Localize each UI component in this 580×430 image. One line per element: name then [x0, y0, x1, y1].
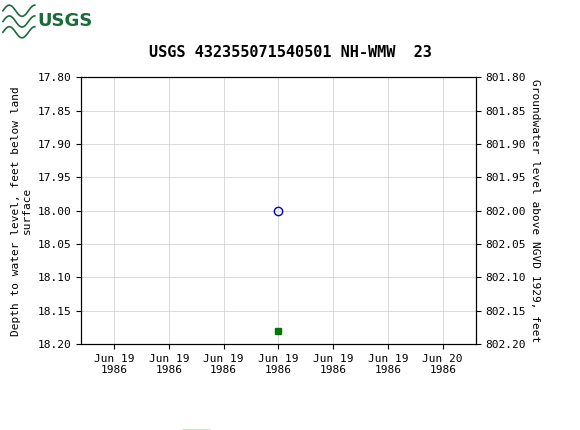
Legend: Period of approved data: Period of approved data — [178, 426, 379, 430]
Y-axis label: Groundwater level above NGVD 1929, feet: Groundwater level above NGVD 1929, feet — [530, 79, 540, 342]
Text: USGS 432355071540501 NH-WMW  23: USGS 432355071540501 NH-WMW 23 — [148, 45, 432, 60]
Text: USGS: USGS — [38, 12, 93, 31]
Bar — [0, 0, 75, 43]
Y-axis label: Depth to water level, feet below land
surface: Depth to water level, feet below land su… — [10, 86, 32, 335]
